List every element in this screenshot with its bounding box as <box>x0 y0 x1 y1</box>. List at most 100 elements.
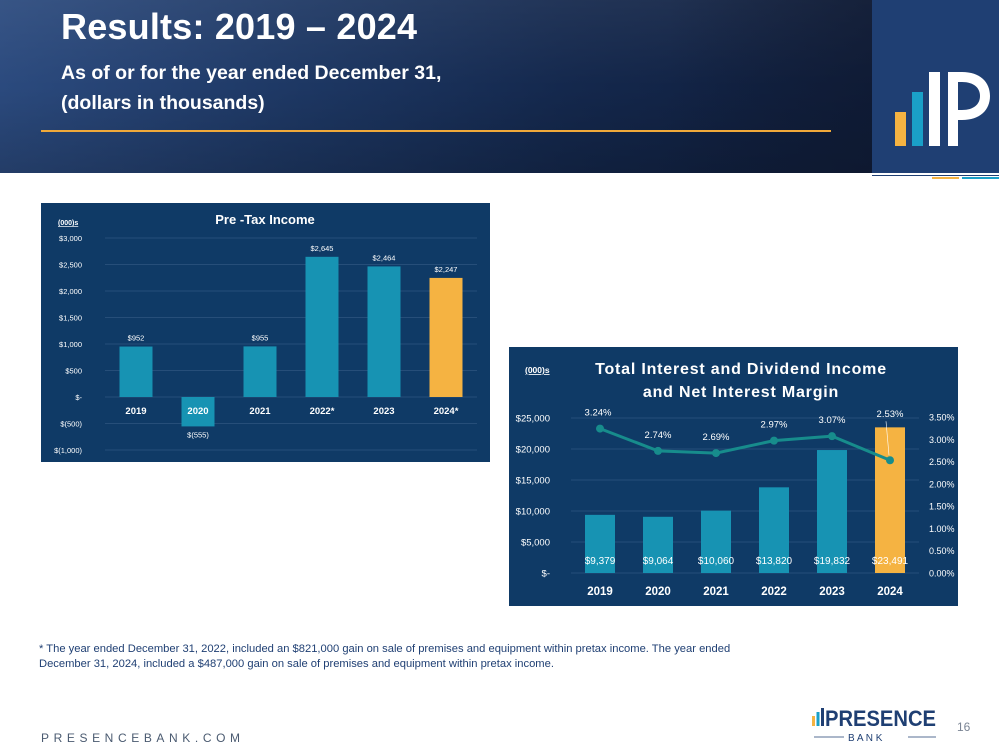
website-text: PRESENCEBANK.COM <box>41 731 245 745</box>
presence-logo-block <box>872 0 999 176</box>
pretax-value-label: $952 <box>128 334 145 343</box>
logo-accent-gold <box>932 177 959 179</box>
nim-left-ytick-label: $15,000 <box>516 476 550 487</box>
presence-bank-wordmark: PRESENCE B A N K <box>812 706 936 744</box>
pretax-value-label: $955 <box>252 333 269 342</box>
interest-income-chart: (000)s Total Interest and Dividend Income… <box>509 347 958 606</box>
presence-bank-logo: PRESENCE B A N K <box>812 706 942 746</box>
nim-chart-title-line-2: and Net Interest Margin <box>643 384 839 401</box>
nim-margin-label: 2.97% <box>761 420 788 431</box>
pretax-ytick-label: $500 <box>65 367 82 376</box>
nim-right-ytick-label: 0.00% <box>929 569 955 579</box>
presence-p-logo-icon <box>895 72 990 146</box>
nim-bar-value-label: $13,820 <box>756 556 793 567</box>
brand-bar-navy <box>821 708 824 726</box>
nim-right-ytick-label: 3.50% <box>929 413 955 423</box>
subtitle-line-1: As of or for the year ended December 31, <box>61 62 442 84</box>
pretax-category-label: 2022* <box>310 406 335 417</box>
footnote: * The year ended December 31, 2022, incl… <box>39 642 839 672</box>
nim-margin-line <box>599 427 891 462</box>
nim-bar-value-label: $23,491 <box>872 556 909 567</box>
pretax-ytick-label: $(500) <box>60 420 82 429</box>
pretax-category-label: 2023 <box>373 406 394 417</box>
nim-right-ytick-label: 3.00% <box>929 435 955 445</box>
pretax-ytick-label: $3,000 <box>59 234 82 243</box>
nim-category-label: 2020 <box>645 586 671 598</box>
pretax-income-chart-svg: Pre -Tax Income (000)s $3,000 $2,500 $2,000 $… <box>54 212 477 455</box>
brand-bar-teal <box>816 712 820 726</box>
pretax-value-label: $2,247 <box>435 265 458 274</box>
nim-left-ytick-label: $20,000 <box>516 445 550 456</box>
nim-right-ytick-label: 2.50% <box>929 457 955 467</box>
nim-category-label: 2024 <box>877 586 903 598</box>
pretax-category-label: 2024* <box>434 406 459 417</box>
pretax-ytick-label: $1,500 <box>59 314 82 323</box>
nim-margin-point <box>654 446 662 455</box>
pretax-bar-2023 <box>367 266 401 397</box>
nim-bar-2021 <box>701 510 731 573</box>
pretax-chart-title: Pre -Tax Income <box>215 212 314 227</box>
nim-right-ytick-label: 2.00% <box>929 479 955 489</box>
pretax-ytick-label: $(1,000) <box>54 446 82 455</box>
interest-income-chart-svg: (000)s Total Interest and Dividend Income… <box>516 361 955 598</box>
nim-category-label: 2022 <box>761 586 787 598</box>
nim-bar-value-label: $9,379 <box>585 556 616 567</box>
nim-category-label: 2021 <box>703 586 729 598</box>
nim-margin-label: 2.74% <box>645 430 672 441</box>
pretax-bar-2020 <box>181 397 215 427</box>
nim-margin-label: 3.24% <box>585 408 612 419</box>
header-divider <box>41 130 831 132</box>
slide-header: Results: 2019 – 2024 As of or for the ye… <box>0 0 872 173</box>
pretax-ytick-label: $1,000 <box>59 340 82 349</box>
nim-margin-label: 2.53% <box>877 409 904 420</box>
page-subtitle: As of or for the year ended December 31,… <box>61 58 661 118</box>
pretax-value-label: $2,645 <box>311 244 334 253</box>
nim-unit-label: (000)s <box>525 365 550 375</box>
nim-left-ytick-label: $5,000 <box>521 538 550 549</box>
pretax-category-label: 2021 <box>249 406 271 417</box>
pretax-category-label: 2019 <box>125 406 146 417</box>
brand-bar-gold <box>812 716 815 726</box>
nim-category-label: 2023 <box>819 586 845 598</box>
pretax-bar-2024 <box>429 277 463 397</box>
nim-margin-point <box>770 436 778 445</box>
nim-right-ytick-label: 1.50% <box>929 502 955 512</box>
nim-margin-label: 3.07% <box>819 415 846 426</box>
pretax-bar-2019 <box>119 346 153 397</box>
nim-margin-point <box>828 432 836 441</box>
pretax-category-label: 2020 <box>187 406 208 417</box>
pretax-ytick-label: $2,500 <box>59 261 82 270</box>
subtitle-line-2: (dollars in thousands) <box>61 92 265 114</box>
logo-accent-teal <box>962 177 999 179</box>
nim-left-ytick-label: $10,000 <box>516 507 550 518</box>
header-shading-right <box>668 0 872 173</box>
nim-margin-leader-line <box>885 421 890 456</box>
pretax-ytick-label: $- <box>75 393 82 402</box>
nim-left-ytick-label: $25,000 <box>516 414 550 425</box>
nim-bar-2020 <box>643 516 673 573</box>
nim-margin-point <box>712 449 720 458</box>
nim-right-ytick-label: 0.50% <box>929 546 955 556</box>
brand-name-text: PRESENCE <box>825 706 936 731</box>
nim-margin-point <box>596 424 604 433</box>
nim-right-ytick-label: 1.00% <box>929 524 955 534</box>
nim-bar-2024 <box>875 427 905 573</box>
footnote-line-2: December 31, 2024, included a $487,000 g… <box>39 658 554 670</box>
nim-category-label: 2019 <box>587 586 613 598</box>
nim-chart-title-line-1: Total Interest and Dividend Income <box>595 361 887 378</box>
pretax-value-label: $(555) <box>187 430 209 439</box>
nim-margin-label: 2.69% <box>703 432 730 443</box>
nim-bar-value-label: $10,060 <box>698 556 735 567</box>
pretax-unit-label: (000)s <box>58 220 78 227</box>
page-title: Results: 2019 – 2024 <box>61 6 418 47</box>
logo-base-line <box>872 173 999 175</box>
page-number: 16 <box>957 720 971 734</box>
nim-bar-2019 <box>585 514 615 573</box>
nim-bar-value-label: $19,832 <box>814 556 851 567</box>
pretax-ytick-label: $2,000 <box>59 287 82 296</box>
nim-left-ytick-label: $- <box>542 569 550 580</box>
pretax-income-chart: Pre -Tax Income (000)s $3,000 $2,500 $2,000 $… <box>41 203 490 462</box>
pretax-value-label: $2,464 <box>373 253 396 262</box>
pretax-bar-2021 <box>243 346 277 397</box>
nim-bar-value-label: $9,064 <box>643 556 674 567</box>
